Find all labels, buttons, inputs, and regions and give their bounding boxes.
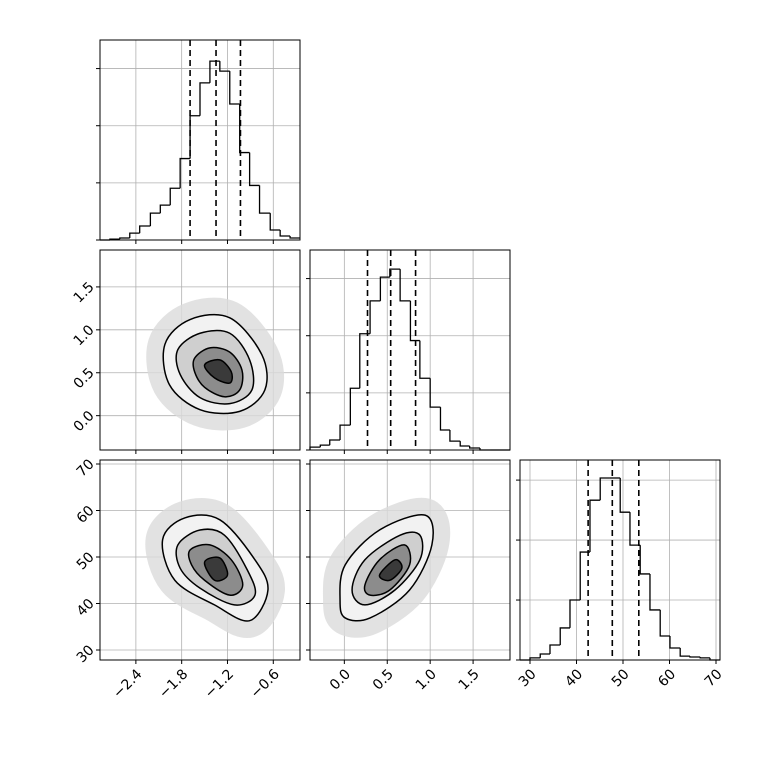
histogram-bin bbox=[469, 446, 480, 449]
histogram-bin bbox=[349, 387, 360, 426]
histogram-bin bbox=[419, 340, 431, 379]
histogram-bin bbox=[529, 657, 541, 660]
y-tick-label: 50 bbox=[74, 549, 98, 573]
histogram-bin bbox=[139, 225, 151, 234]
histogram-bin bbox=[369, 300, 381, 334]
histogram-bin bbox=[379, 276, 390, 301]
panel-frame bbox=[99, 459, 301, 661]
x-tick-label: 70 bbox=[702, 666, 726, 690]
histogram-bin bbox=[689, 656, 701, 658]
histogram-bin bbox=[659, 609, 670, 637]
x-tick-label: −2.4 bbox=[110, 666, 145, 701]
histogram-bin bbox=[189, 115, 200, 159]
x-tick-label: 40 bbox=[562, 666, 586, 690]
histogram-bin bbox=[549, 644, 561, 655]
contour bbox=[378, 558, 403, 582]
x-tick-label: 1.5 bbox=[456, 666, 483, 693]
histogram-bin bbox=[319, 444, 330, 448]
x-tick-label: −0.6 bbox=[248, 666, 283, 701]
histogram-bin bbox=[599, 477, 610, 501]
histogram-bin bbox=[649, 573, 661, 611]
histogram-bin bbox=[329, 439, 341, 446]
y-tick-label: 1.5 bbox=[71, 279, 98, 306]
histogram-bin bbox=[258, 185, 271, 214]
histogram-bin bbox=[679, 648, 690, 657]
y-tick-label: 70 bbox=[74, 456, 98, 480]
x-tick-label: 0.0 bbox=[327, 666, 354, 693]
histogram-bin bbox=[169, 187, 181, 206]
x-tick-label: −1.8 bbox=[156, 666, 191, 701]
histogram-bin bbox=[579, 551, 590, 601]
panel-frame bbox=[309, 249, 511, 451]
histogram-bin bbox=[129, 232, 140, 238]
histogram-bin bbox=[219, 61, 230, 72]
y-tick-label: 30 bbox=[74, 642, 98, 666]
histogram-bin bbox=[669, 636, 681, 649]
x-tick-label: 0.5 bbox=[370, 666, 397, 693]
y-tick-label: 60 bbox=[74, 503, 98, 527]
histogram-bin bbox=[569, 599, 581, 628]
histogram-bin bbox=[619, 477, 630, 513]
histogram-bin bbox=[389, 268, 401, 278]
histogram-bin bbox=[159, 204, 171, 214]
histogram-bin bbox=[248, 152, 260, 187]
histogram-bin bbox=[559, 627, 570, 646]
histogram-bin bbox=[699, 657, 710, 659]
contour bbox=[203, 556, 229, 582]
histogram-bin bbox=[589, 499, 601, 553]
histogram-bin bbox=[199, 82, 210, 116]
y-tick-label: 1.0 bbox=[71, 322, 98, 349]
histogram-bin bbox=[639, 545, 650, 575]
histogram-bin bbox=[269, 213, 281, 231]
contour bbox=[203, 358, 234, 384]
x-tick-label: 30 bbox=[516, 666, 540, 690]
histogram-bin bbox=[439, 407, 450, 431]
histogram-bin bbox=[279, 230, 291, 237]
histogram-bin bbox=[409, 300, 420, 342]
histogram-bin bbox=[459, 441, 470, 447]
x-tick-label: 50 bbox=[609, 666, 633, 690]
panel-frame bbox=[519, 459, 721, 661]
histogram-bin bbox=[209, 60, 220, 83]
y-tick-label: 0.5 bbox=[71, 365, 98, 392]
histogram-bin bbox=[539, 653, 550, 658]
histogram-bin bbox=[449, 430, 461, 442]
histogram-bin bbox=[399, 269, 411, 302]
x-tick-label: 1.0 bbox=[413, 666, 440, 693]
histogram-bin bbox=[119, 237, 130, 240]
y-tick-label: 0.0 bbox=[71, 408, 98, 435]
histogram-bin bbox=[629, 512, 641, 546]
x-tick-label: −1.2 bbox=[202, 666, 237, 701]
y-tick-label: 40 bbox=[74, 596, 98, 620]
histogram-bin bbox=[339, 424, 351, 440]
panel-frame bbox=[309, 459, 511, 661]
histogram-bin bbox=[229, 71, 240, 105]
panel-frame bbox=[99, 39, 301, 241]
histogram-bin bbox=[179, 157, 191, 189]
histogram-bin bbox=[359, 333, 371, 389]
x-tick-label: 60 bbox=[655, 666, 679, 690]
histogram-bin bbox=[289, 236, 300, 239]
histogram-bin bbox=[149, 212, 161, 226]
histogram-bin bbox=[429, 378, 441, 408]
panel-frame bbox=[99, 249, 301, 451]
